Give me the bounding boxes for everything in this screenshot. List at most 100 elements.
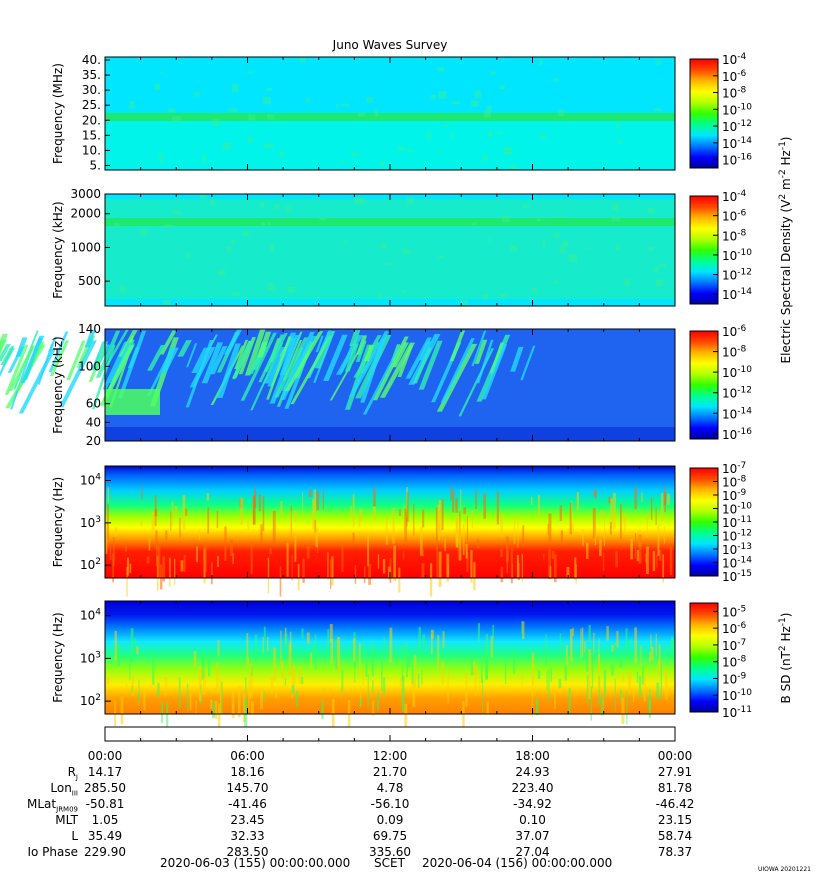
y-axis-label: Frequency (kHz) — [51, 201, 65, 298]
spectrogram-streak — [634, 487, 637, 510]
spectrogram-streak — [373, 488, 376, 507]
spectrogram-streak — [470, 550, 473, 583]
spectrogram-streak — [114, 700, 116, 726]
spectrogram-streak — [412, 681, 416, 708]
ephemeris-value: 229.90 — [84, 845, 126, 859]
spectrogram-streak — [198, 666, 202, 702]
y-tick-label: 102 — [80, 557, 101, 572]
spectrogram-streak — [361, 643, 364, 655]
ephemeris-value: 145.70 — [226, 781, 269, 795]
spectrogram-streak — [293, 664, 296, 685]
spectrogram-streak — [560, 530, 564, 542]
spectrogram-streak — [655, 633, 657, 657]
spectrogram-texture — [653, 107, 662, 112]
spectrogram-streak — [327, 552, 329, 581]
spectrogram-streak — [436, 543, 438, 579]
spectrogram-streak — [314, 519, 317, 533]
spectrogram-streak — [450, 486, 452, 501]
spectrogram-streak — [438, 500, 442, 533]
emission-patch — [105, 389, 160, 415]
emission-finger — [449, 330, 466, 362]
y-axis-label: Frequency (Hz) — [51, 477, 65, 568]
scet-label: SCET — [374, 856, 405, 870]
spectrogram-streak — [466, 516, 469, 541]
spectrogram-streak — [656, 682, 660, 699]
spectrogram-streak — [377, 692, 380, 711]
ephemeris-value: 4.78 — [376, 781, 404, 795]
spectrogram-streak — [174, 506, 178, 515]
spectrogram-texture — [185, 252, 191, 258]
spectrogram-streak — [565, 645, 568, 669]
spectrogram-texture — [194, 91, 200, 97]
spectrogram-streak — [307, 545, 310, 559]
spectrogram-streak — [301, 628, 304, 639]
colorbar-tick-label: 10-6 — [722, 69, 747, 84]
spectrogram-streak — [619, 504, 622, 539]
spectrogram-streak — [359, 509, 363, 521]
y-tick-label: 103 — [80, 650, 101, 665]
spectrogram-streak — [441, 499, 444, 531]
spectrogram-streak — [474, 665, 477, 696]
spectrogram-texture — [497, 131, 502, 135]
spectrogram-streak — [566, 566, 570, 580]
spectrogram-streak — [283, 673, 285, 689]
spectrogram-streak — [106, 676, 110, 685]
spectrogram-streak — [171, 501, 174, 526]
spectrogram-texture — [210, 198, 215, 206]
spectrogram-texture — [222, 142, 232, 150]
spectrogram-streak — [157, 682, 160, 697]
spectrogram-streak — [506, 550, 509, 574]
spectrogram-streak — [452, 489, 455, 513]
spectrogram-streak — [586, 649, 589, 672]
spectrogram-texture — [652, 266, 659, 273]
spectrogram-streak — [629, 639, 632, 647]
emission-finger — [234, 339, 249, 370]
spectrogram-streak — [510, 547, 513, 584]
panel-4: 102 103 104 Frequency (Hz) 10-710-810-910-10… — [51, 461, 752, 597]
spectrogram-streak — [492, 624, 495, 654]
emission-finger — [15, 337, 28, 357]
emission-finger — [284, 331, 324, 392]
spectrogram-streak — [545, 634, 547, 667]
y-axis-label: Frequency (Hz) — [51, 612, 65, 703]
spectrogram-streak — [557, 686, 561, 693]
panel-2: 500 1000 2000 3000 Frequency (kHz) 10-4 10-6 10… — [51, 187, 752, 307]
spectrogram-streak — [627, 672, 630, 694]
spectrogram-streak — [274, 689, 278, 699]
spectrogram-streak — [535, 699, 539, 716]
emission-finger — [18, 348, 56, 414]
spectrogram-streak — [246, 633, 249, 667]
spectrogram-texture — [498, 294, 507, 299]
spectrogram-streak — [584, 641, 586, 653]
spectrogram-streak — [548, 513, 552, 543]
spectrogram-streak — [574, 557, 577, 581]
spectrogram-texture — [358, 112, 366, 117]
spectrogram-texture — [482, 154, 488, 162]
spectrogram-streak — [636, 671, 639, 683]
spectrogram-streak — [600, 696, 604, 716]
spectrogram-streak — [588, 649, 592, 674]
emission-finger — [4, 344, 29, 395]
spectrogram-streak — [262, 636, 264, 653]
spectrogram-streak — [184, 508, 188, 516]
spectrogram-streak — [377, 554, 380, 569]
spectrogram-streak — [263, 691, 265, 702]
spectrogram-streak — [477, 623, 481, 642]
spectrogram-streak — [641, 666, 644, 685]
spectrogram-streak — [614, 642, 617, 654]
spectrogram-texture — [659, 263, 667, 267]
spectrogram-streak — [521, 621, 523, 635]
spectrogram-texture — [243, 231, 249, 237]
spectrogram-streak — [406, 641, 409, 678]
spectrogram-streak — [521, 621, 525, 640]
spectrogram-streak — [195, 699, 197, 715]
emission-finger — [84, 329, 96, 348]
spectrogram-streak — [367, 673, 369, 707]
spectrogram-streak — [455, 517, 459, 544]
emission-finger — [201, 342, 224, 384]
spectrogram-texture — [231, 292, 240, 296]
y-tick-label: 10. — [82, 143, 101, 157]
emission-finger — [274, 337, 309, 398]
spectrogram-streak — [636, 550, 640, 562]
